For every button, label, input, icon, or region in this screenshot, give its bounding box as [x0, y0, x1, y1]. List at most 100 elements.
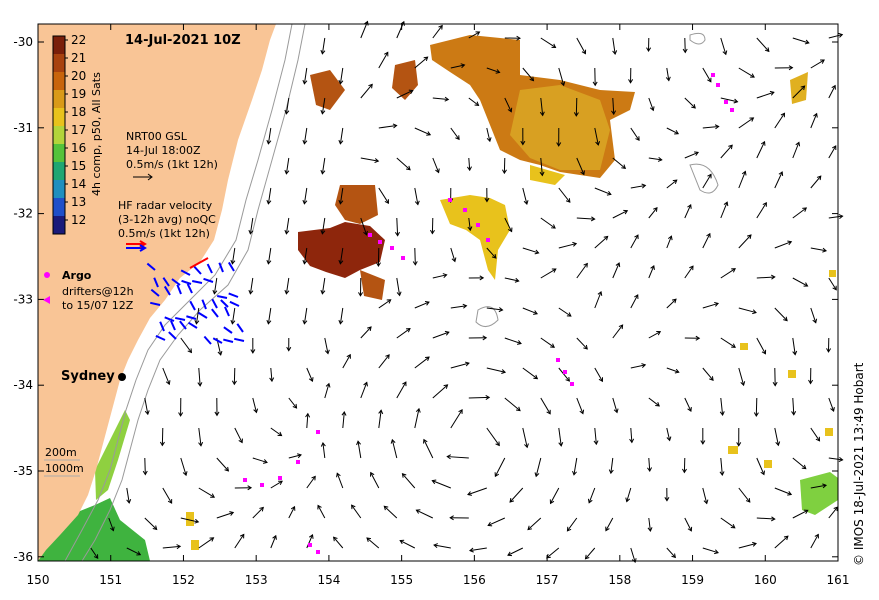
current-arrow: [401, 473, 416, 489]
hf-radar-vector: [224, 306, 230, 317]
current-arrow: [423, 438, 434, 459]
colorbar-swatch: [53, 198, 65, 216]
drifter-point: [448, 198, 452, 202]
drifter-point: [711, 73, 715, 77]
colorbar-swatch: [53, 126, 65, 144]
current-arrow: [540, 268, 557, 279]
current-arrow: [720, 337, 736, 348]
current-arrow: [288, 453, 302, 459]
hf-radar-vector: [162, 277, 170, 287]
current-arrow: [558, 427, 564, 447]
colorbar-tick-label: 21: [71, 51, 86, 65]
current-arrow: [810, 247, 828, 253]
current-arrow: [449, 515, 469, 521]
current-arrow: [808, 367, 814, 385]
current-arrow: [230, 307, 236, 325]
current-arrow: [666, 547, 676, 559]
current-arrow: [306, 367, 314, 383]
current-arrow: [556, 127, 562, 147]
drifter-point: [260, 483, 264, 487]
current-arrow: [317, 504, 326, 519]
current-arrow: [648, 265, 655, 279]
current-arrow: [576, 216, 596, 222]
hf-radar-vector: [227, 261, 235, 272]
current-arrow: [415, 509, 434, 519]
current-arrow: [484, 187, 490, 203]
current-arrow: [810, 175, 822, 189]
current-arrow: [378, 123, 398, 129]
current-arrow: [648, 397, 660, 407]
current-arrow: [234, 485, 253, 491]
hf-radar-vector: [170, 320, 176, 331]
hf-radar-vector: [153, 277, 159, 288]
current-arrow: [333, 536, 344, 549]
x-tick-label: 160: [754, 573, 777, 587]
current-arrow: [630, 294, 639, 309]
current-arrow: [466, 157, 472, 172]
current-arrow: [540, 337, 555, 348]
current-arrow: [180, 457, 188, 477]
sydney-label: Sydney: [61, 369, 115, 384]
hf-radar-vector: [155, 334, 166, 341]
isobath-lines: [64, 23, 719, 562]
hf-radar-vector: [163, 285, 171, 296]
current-arrow: [720, 268, 736, 279]
current-arrow: [702, 487, 709, 505]
current-arrow: [593, 427, 599, 446]
current-arrow: [486, 307, 504, 313]
colorbar-swatch: [53, 54, 65, 72]
current-arrow: [284, 157, 290, 175]
legend-gsl-line-2: 14-Jul 18:00Z: [126, 144, 201, 157]
drifter-point: [390, 246, 394, 250]
current-arrow: [522, 187, 529, 205]
x-tick-label: 156: [463, 573, 486, 587]
hf-radar-vector: [164, 316, 175, 322]
x-axis: 150 151 152 153 154 155 156 157 158 159 160 161: [27, 24, 849, 587]
current-arrow: [501, 157, 507, 175]
y-tick-label: -30: [13, 35, 33, 49]
current-arrow: [810, 112, 818, 129]
current-arrow: [126, 547, 142, 556]
current-arrow: [756, 201, 767, 219]
current-arrow: [504, 217, 513, 233]
current-arrow: [162, 487, 173, 504]
current-arrow: [396, 327, 411, 339]
current-arrow: [630, 234, 639, 249]
current-arrow: [432, 330, 450, 339]
current-arrow: [320, 277, 326, 295]
current-arrow: [197, 367, 203, 387]
x-tick-label: 152: [172, 573, 195, 587]
current-arrow: [234, 533, 245, 549]
current-arrow: [608, 457, 614, 475]
current-arrow: [504, 277, 520, 283]
current-arrow: [539, 97, 545, 117]
current-arrow: [378, 354, 390, 369]
current-arrow: [360, 217, 368, 236]
current-arrow: [214, 397, 220, 417]
current-arrow: [684, 335, 701, 341]
current-arrow: [360, 326, 372, 339]
current-arrow: [467, 487, 487, 496]
drifter-point: [476, 223, 480, 227]
drifter-point: [716, 83, 720, 87]
current-arrow: [320, 441, 326, 459]
current-arrow: [450, 361, 470, 369]
current-arrow: [791, 397, 797, 416]
current-arrow: [774, 240, 793, 249]
current-arrow: [666, 298, 677, 309]
current-arrow: [828, 32, 844, 39]
current-arrow: [527, 517, 542, 531]
current-arrow: [720, 97, 739, 104]
current-arrow: [378, 51, 389, 69]
current-arrow: [738, 67, 755, 78]
current-arrow: [358, 277, 364, 297]
current-arrow: [446, 454, 469, 460]
current-arrow: [738, 117, 755, 129]
current-arrow: [378, 187, 389, 204]
current-arrow: [162, 367, 171, 386]
current-arrow: [360, 157, 380, 164]
current-arrow: [828, 84, 836, 99]
current-arrow: [720, 144, 733, 159]
colorbar-swatch: [53, 90, 65, 108]
current-arrow: [522, 67, 535, 82]
